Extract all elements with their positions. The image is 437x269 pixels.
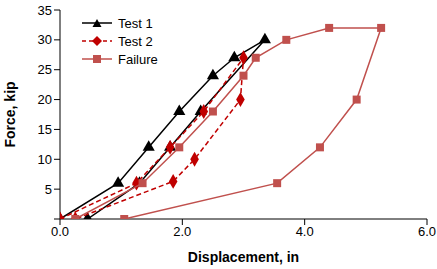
svg-text:5: 5 [45, 182, 52, 197]
html-text:Failure: Failure [118, 51, 158, 67]
svg-text:0.0: 0.0 [51, 224, 69, 239]
svg-text:35: 35 [38, 3, 52, 18]
svg-text:2.0: 2.0 [173, 224, 191, 239]
svg-text:15: 15 [38, 122, 52, 137]
svg-text:10: 10 [38, 152, 52, 167]
svg-text:6.0: 6.0 [418, 224, 429, 239]
svg-text:Force, kip: Force, kip [8, 81, 18, 147]
svg-text:20: 20 [38, 92, 52, 107]
svg-text:25: 25 [38, 62, 52, 77]
html-text:Test 2: Test 2 [118, 33, 153, 49]
svg-text:4.0: 4.0 [296, 224, 314, 239]
svg-text:30: 30 [38, 32, 52, 47]
svg-text:Displacement, in: Displacement, in [188, 249, 299, 265]
html-text:Test 1: Test 1 [118, 15, 153, 31]
